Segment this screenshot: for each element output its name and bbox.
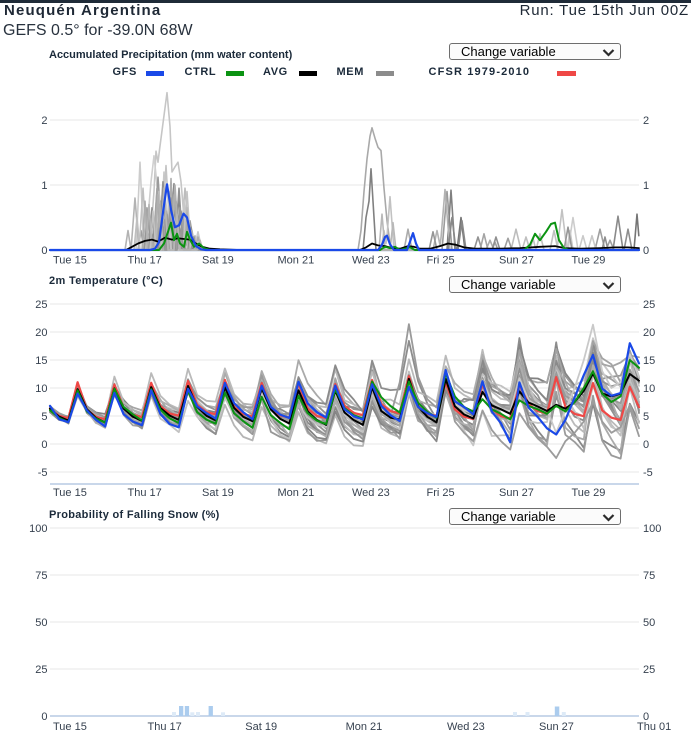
svg-text:Tue 29: Tue 29 — [572, 487, 606, 499]
svg-text:Mon 21: Mon 21 — [346, 721, 383, 733]
svg-text:-5: -5 — [38, 467, 48, 479]
svg-text:1: 1 — [41, 180, 47, 192]
svg-text:15: 15 — [35, 355, 47, 367]
svg-text:Sat 19: Sat 19 — [202, 487, 234, 499]
svg-text:0: 0 — [643, 439, 649, 451]
svg-text:75: 75 — [35, 570, 47, 582]
svg-text:100: 100 — [643, 523, 661, 535]
svg-text:Fri 25: Fri 25 — [427, 487, 455, 499]
svg-text:Thu 17: Thu 17 — [148, 721, 182, 733]
svg-text:5: 5 — [41, 411, 47, 423]
svg-text:Sun 27: Sun 27 — [499, 255, 534, 267]
svg-text:100: 100 — [29, 523, 47, 535]
svg-text:0: 0 — [41, 245, 47, 257]
svg-text:50: 50 — [643, 617, 655, 629]
svg-text:25: 25 — [35, 664, 47, 676]
svg-text:25: 25 — [35, 299, 47, 311]
svg-text:Sat 19: Sat 19 — [245, 721, 277, 733]
svg-text:10: 10 — [643, 383, 655, 395]
svg-text:-5: -5 — [643, 467, 653, 479]
svg-text:Sun 27: Sun 27 — [539, 721, 574, 733]
svg-text:5: 5 — [643, 411, 649, 423]
svg-text:Thu 17: Thu 17 — [128, 255, 162, 267]
svg-text:20: 20 — [35, 327, 47, 339]
svg-text:Wed 23: Wed 23 — [447, 721, 485, 733]
svg-text:2: 2 — [643, 115, 649, 127]
svg-text:Mon 21: Mon 21 — [278, 255, 315, 267]
svg-text:0: 0 — [643, 245, 649, 257]
svg-text:75: 75 — [643, 570, 655, 582]
svg-text:0: 0 — [41, 711, 47, 723]
svg-text:Sat 19: Sat 19 — [202, 255, 234, 267]
svg-text:25: 25 — [643, 664, 655, 676]
svg-text:Sun 27: Sun 27 — [499, 487, 534, 499]
svg-text:20: 20 — [643, 327, 655, 339]
svg-text:Thu 01: Thu 01 — [637, 721, 671, 733]
svg-text:Wed 23: Wed 23 — [352, 487, 390, 499]
svg-text:0: 0 — [41, 439, 47, 451]
svg-text:Tue 29: Tue 29 — [572, 255, 606, 267]
svg-text:15: 15 — [643, 355, 655, 367]
svg-text:Tue 15: Tue 15 — [53, 487, 87, 499]
svg-text:Mon 21: Mon 21 — [278, 487, 315, 499]
svg-text:Thu 17: Thu 17 — [128, 487, 162, 499]
svg-text:0: 0 — [643, 711, 649, 723]
svg-text:50: 50 — [35, 617, 47, 629]
svg-text:Tue 15: Tue 15 — [53, 721, 87, 733]
svg-text:25: 25 — [643, 299, 655, 311]
svg-text:1: 1 — [643, 180, 649, 192]
svg-text:Tue 15: Tue 15 — [53, 255, 87, 267]
svg-text:Wed 23: Wed 23 — [352, 255, 390, 267]
svg-text:Fri 25: Fri 25 — [427, 255, 455, 267]
svg-text:10: 10 — [35, 383, 47, 395]
svg-text:2: 2 — [41, 115, 47, 127]
